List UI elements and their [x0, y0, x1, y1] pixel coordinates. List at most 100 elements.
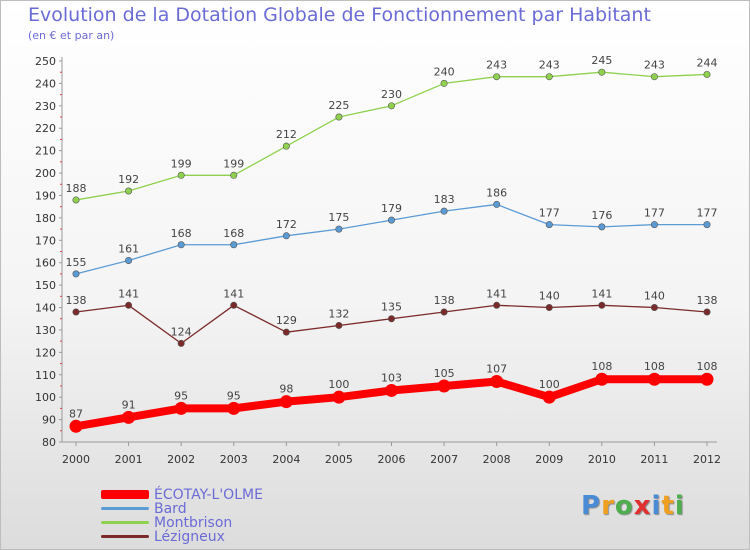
data-point--cotay-l-olme	[542, 390, 556, 404]
data-point-l-zigneux	[545, 304, 553, 312]
legend-label: Lézigneux	[154, 529, 225, 545]
data-point-l-zigneux	[703, 308, 711, 316]
data-point-l-zigneux	[177, 339, 185, 347]
data-point-montbrison	[177, 171, 185, 179]
y-tick-label: 230	[35, 100, 56, 113]
legend-label: Bard	[154, 501, 187, 517]
x-tick-label: 2009	[535, 453, 563, 466]
y-tick-label: 140	[35, 302, 56, 315]
legend-item: Montbrison	[101, 515, 401, 531]
data-point-l-zigneux	[650, 304, 658, 312]
y-tick-label: 180	[35, 212, 56, 225]
x-tick-label: 2002	[167, 453, 195, 466]
data-point-l-zigneux	[440, 308, 448, 316]
data-label--cotay-l-olme: 103	[381, 371, 402, 384]
data-label-l-zigneux: 124	[171, 325, 192, 338]
data-point--cotay-l-olme	[122, 410, 136, 424]
y-tick-label: 200	[35, 167, 56, 180]
data-point-montbrison	[125, 187, 133, 195]
y-tick-label: 220	[35, 122, 56, 135]
data-label-l-zigneux: 129	[276, 314, 297, 327]
logo-letter: o	[614, 491, 634, 521]
y-tick-label: 150	[35, 279, 56, 292]
data-label-bard: 177	[697, 207, 718, 220]
data-label-bard: 172	[276, 218, 297, 231]
legend-label: Montbrison	[154, 515, 233, 531]
data-point--cotay-l-olme	[490, 374, 504, 388]
x-tick-label: 2001	[115, 453, 143, 466]
data-label-bard: 186	[486, 186, 507, 199]
data-point-bard	[387, 216, 395, 224]
data-label-montbrison: 243	[486, 59, 507, 72]
x-tick-label: 2005	[325, 453, 353, 466]
data-point-montbrison	[650, 73, 658, 81]
data-label-l-zigneux: 141	[591, 287, 612, 300]
data-label-montbrison: 244	[697, 56, 718, 69]
data-label-montbrison: 230	[381, 88, 402, 101]
y-tick-label: 90	[42, 414, 56, 427]
logo-letter: t	[661, 491, 675, 521]
legend-item: Bard	[101, 501, 401, 517]
data-point-l-zigneux	[598, 301, 606, 309]
data-point-montbrison	[440, 79, 448, 87]
data-point--cotay-l-olme	[227, 401, 241, 415]
logo-letter: i	[674, 491, 685, 521]
data-label-bard: 177	[539, 207, 560, 220]
legend-item: Lézigneux	[101, 529, 401, 545]
data-point-bard	[650, 221, 658, 229]
y-tick-label: 190	[35, 189, 56, 202]
data-label-montbrison: 199	[223, 157, 244, 170]
data-label--cotay-l-olme: 105	[434, 367, 455, 380]
data-label-bard: 161	[118, 242, 139, 255]
y-tick-label: 110	[35, 369, 56, 382]
x-tick-label: 2011	[640, 453, 668, 466]
data-label--cotay-l-olme: 91	[122, 398, 136, 411]
data-label-montbrison: 245	[591, 54, 612, 67]
y-tick-label: 210	[35, 145, 56, 158]
x-tick-label: 2007	[430, 453, 458, 466]
data-point-bard	[493, 200, 501, 208]
legend-swatch	[101, 490, 149, 499]
data-label-l-zigneux: 138	[66, 294, 87, 307]
data-label-l-zigneux: 140	[539, 290, 560, 303]
data-label-l-zigneux: 138	[434, 294, 455, 307]
data-point-bard	[598, 223, 606, 231]
legend-item: ÉCOTAY-L'OLME	[101, 487, 401, 503]
data-point--cotay-l-olme	[647, 372, 661, 386]
data-point-bard	[125, 256, 133, 264]
data-label-l-zigneux: 141	[223, 287, 244, 300]
logo-letter: r	[601, 491, 615, 521]
data-label-montbrison: 192	[118, 173, 139, 186]
legend-swatch	[101, 535, 149, 538]
data-label--cotay-l-olme: 98	[279, 383, 293, 396]
x-tick-label: 2008	[483, 453, 511, 466]
data-label--cotay-l-olme: 100	[328, 378, 349, 391]
data-label--cotay-l-olme: 100	[539, 378, 560, 391]
y-tick-label: 80	[42, 436, 56, 449]
data-point-montbrison	[230, 171, 238, 179]
data-label-montbrison: 212	[276, 128, 297, 141]
y-tick-label: 250	[35, 55, 56, 68]
data-label--cotay-l-olme: 107	[486, 362, 507, 375]
x-tick-label: 2004	[272, 453, 300, 466]
data-point--cotay-l-olme	[595, 372, 609, 386]
chart-subtitle: (en € et par an)	[28, 29, 115, 42]
y-tick-label: 240	[35, 77, 56, 90]
data-label-bard: 175	[328, 211, 349, 224]
data-point-bard	[703, 221, 711, 229]
x-tick-label: 2012	[693, 453, 721, 466]
data-point-l-zigneux	[72, 308, 80, 316]
data-label-bard: 168	[171, 227, 192, 240]
data-point-montbrison	[282, 142, 290, 150]
data-point-montbrison	[545, 73, 553, 81]
y-tick-label: 160	[35, 257, 56, 270]
data-label-montbrison: 243	[644, 59, 665, 72]
data-label-l-zigneux: 141	[486, 287, 507, 300]
data-point-l-zigneux	[493, 301, 501, 309]
data-label-montbrison: 225	[328, 99, 349, 112]
data-label-bard: 179	[381, 202, 402, 215]
data-point-bard	[230, 241, 238, 249]
data-label--cotay-l-olme: 108	[591, 360, 612, 373]
